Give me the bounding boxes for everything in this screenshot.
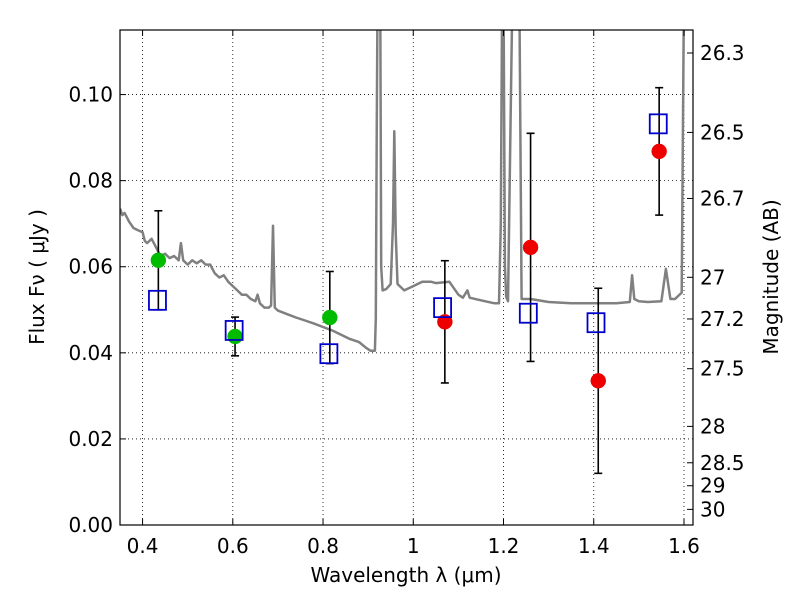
y2-tick-label: 28.5: [700, 451, 745, 475]
y2-tick-label: 28: [700, 414, 725, 438]
y2-tick-label: 30: [700, 497, 725, 521]
y2-tick-label: 29: [700, 474, 725, 498]
data-point-square: [148, 289, 167, 311]
data-point-square: [319, 343, 339, 365]
y-tick-label: 0.04: [68, 341, 113, 365]
y-tick-label: 0.06: [68, 255, 113, 279]
y-tick-label: 0.10: [68, 83, 113, 107]
data-point-circle: [437, 314, 453, 330]
y2-tick-label: 26.3: [700, 41, 745, 65]
data-point-square: [586, 312, 606, 334]
grid-lines: [120, 30, 693, 526]
y2-tick-label: 27.5: [700, 357, 745, 381]
data-point-square: [518, 302, 538, 324]
y-axis-label: Flux Fν ( μJy ): [25, 209, 49, 345]
y2-tick-label: 27.2: [700, 307, 745, 331]
model-spectrum-line: [120, 30, 685, 352]
y2-tick-label: 26.5: [700, 120, 745, 144]
x-tick-label: 1.6: [668, 534, 700, 558]
x-tick-label: 1.2: [488, 534, 520, 558]
y2-tick-label: 27: [700, 265, 725, 289]
data-point-square: [224, 320, 244, 341]
x-tick-label: 0.4: [127, 534, 159, 558]
x-tick-label: 0.8: [307, 534, 339, 558]
data-point-square: [648, 113, 668, 135]
data-point-circle: [590, 373, 607, 389]
plot-frame: [119, 29, 694, 526]
data-point-circle: [651, 143, 667, 160]
y2-axis-label: Magnitude (AB): [759, 199, 783, 354]
y-tick-label: 0.00: [68, 513, 113, 537]
x-tick-label: 0.6: [217, 534, 249, 558]
data-point-circle: [150, 252, 167, 269]
x-tick-label: 1: [407, 534, 420, 558]
x-tick-label: 1.4: [578, 534, 610, 558]
axis-ticks: 0.4 0.6 0.8 1 1.2 1.4 1.6 0.00 0.02 0.04 0.06 0.08 0…: [68, 30, 745, 558]
x-axis-label: Wavelength λ (μm): [310, 563, 501, 587]
data-point-square: [433, 297, 452, 319]
data-point-circle: [227, 328, 243, 345]
data-point-circle: [322, 309, 338, 326]
y-tick-label: 0.02: [68, 427, 113, 451]
y2-tick-label: 26.7: [700, 186, 745, 210]
plot-area: [120, 30, 685, 475]
data-point-circle: [522, 239, 539, 256]
y-tick-label: 0.08: [68, 169, 113, 193]
